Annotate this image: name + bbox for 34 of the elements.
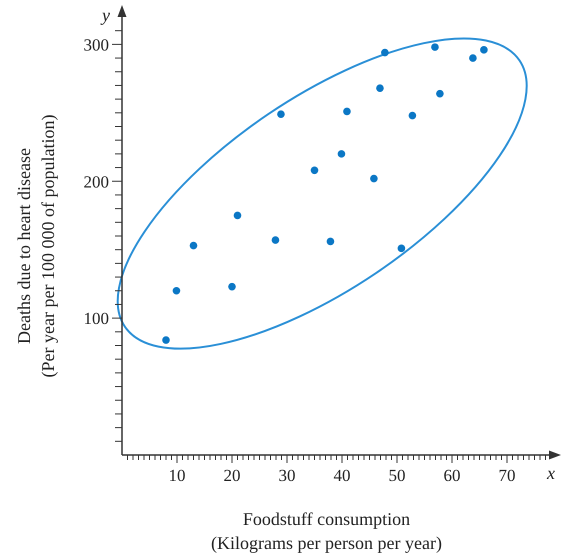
x-tick-label: 20: [224, 466, 240, 485]
point: [408, 112, 416, 120]
point: [234, 212, 242, 220]
x-tick-label: 40: [334, 466, 350, 485]
point: [277, 110, 285, 118]
point: [272, 236, 280, 244]
point: [338, 150, 346, 158]
x-axis-title: Foodstuff consumption (Kilograms per person per year): [211, 509, 442, 553]
x-tick-label: 60: [444, 466, 460, 485]
point: [343, 108, 351, 116]
point: [469, 54, 477, 62]
point: [376, 84, 384, 92]
point: [436, 90, 444, 98]
y-axis-title: Deaths due to heart disease (Per year per 100 000 of population): [14, 114, 58, 378]
x-tick-label: 10: [168, 466, 186, 485]
point: [310, 166, 318, 174]
x-tick-label: 30: [278, 466, 296, 485]
point: [190, 242, 198, 250]
x-tick-label: 50: [388, 466, 406, 485]
text: y: [100, 5, 110, 25]
point: [480, 46, 488, 54]
point: [172, 286, 180, 295]
x-tick-label: 70: [498, 466, 516, 485]
point: [370, 174, 378, 182]
y-tick-label: 100: [84, 309, 109, 328]
point: [162, 336, 170, 344]
point: [228, 282, 236, 290]
point: [431, 43, 439, 51]
point: [398, 244, 406, 252]
text: x: [546, 463, 555, 483]
y-tick-label: 300: [84, 35, 109, 54]
y-tick-label: 200: [84, 172, 109, 192]
point: [326, 238, 334, 246]
point: [381, 48, 389, 56]
